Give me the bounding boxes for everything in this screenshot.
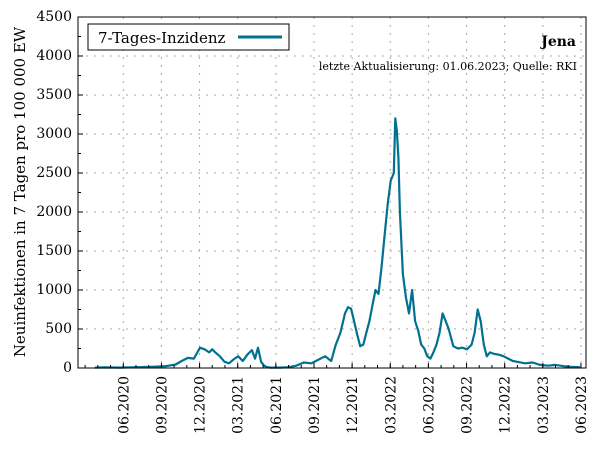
x-tick-label: 12.2021 [345, 376, 361, 434]
series-line-7-tages-inzidenz [94, 117, 580, 369]
x-tick-label: 06.2022 [421, 376, 437, 434]
y-tick-label: 2000 [36, 204, 72, 220]
y-axis-title: Neuinfektionen in 7 Tagen pro 100 000 EW [11, 26, 29, 357]
y-tick-label: 4500 [36, 9, 72, 25]
y-tick-label: 0 [63, 360, 72, 376]
x-tick-label: 12.2022 [498, 376, 514, 434]
y-tick-label: 3500 [36, 87, 72, 103]
legend: 7-Tages-Inzidenz [87, 23, 290, 51]
series-layer [94, 117, 580, 369]
x-axis: 06.2020 09.2020 12.2020 03.2021 06.2021 09.20… [84, 363, 590, 434]
x-tick-label: 03.2023 [536, 376, 552, 434]
x-tick-label: 09.2021 [307, 376, 323, 434]
x-tick-label: 03.2021 [231, 376, 247, 434]
y-tick-label: 500 [45, 321, 72, 337]
y-tick-label: 1000 [36, 282, 72, 298]
y-tick-label: 4000 [36, 48, 72, 64]
x-tick-label: 09.2020 [154, 376, 170, 434]
y-tick-label: 2500 [36, 165, 72, 181]
chart-title: Jena [539, 34, 576, 50]
y-axis: 0 500 1000 1500 2000 2500 3000 3500 4000 4500 [36, 9, 83, 376]
x-tick-label: 09.2022 [460, 376, 476, 434]
y-tick-label: 3000 [36, 126, 72, 142]
chart-subtitle: letzte Aktualisierung: 01.06.2023; Quell… [319, 60, 577, 73]
x-tick-label: 06.2023 [574, 376, 590, 434]
y-tick-label: 1500 [36, 243, 72, 259]
legend-label: 7-Tages-Inzidenz [98, 29, 226, 47]
x-tick-label: 06.2020 [116, 376, 132, 434]
x-tick-label: 06.2021 [269, 376, 285, 434]
x-tick-label: 12.2020 [193, 376, 209, 434]
x-tick-label: 03.2022 [383, 376, 399, 434]
